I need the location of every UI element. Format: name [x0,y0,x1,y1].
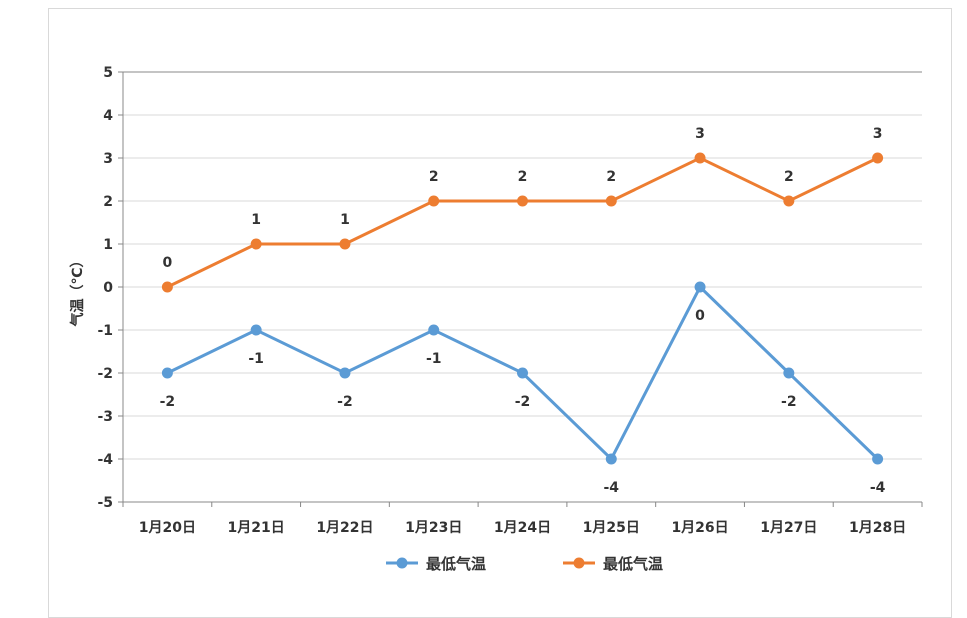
data-label: -2 [781,394,797,410]
data-point [161,367,173,379]
legend-marker [573,557,585,569]
y-tick-label: -3 [97,409,113,425]
data-label: -2 [337,394,353,410]
x-tick-label: 1月27日 [760,520,817,536]
data-point [250,238,262,250]
legend-label: 最低气温 [603,555,663,573]
y-tick-label: -4 [97,452,113,468]
data-point [694,152,706,164]
legend-marker [396,557,408,569]
data-point [517,367,528,379]
data-point [250,324,262,336]
data-label: -2 [160,394,176,410]
x-tick-label: 1月28日 [849,520,906,536]
data-label: 2 [429,169,439,185]
x-tick-label: 1月24日 [494,520,551,536]
x-tick-label: 1月26日 [671,520,728,536]
data-label: 2 [784,169,794,185]
data-point [872,152,884,164]
data-label: 1 [340,212,350,228]
data-label: 0 [163,255,173,271]
legend-label: 最低气温 [426,555,486,573]
y-tick-label: -5 [97,495,113,511]
data-point [783,195,795,207]
data-label: 3 [873,126,883,142]
data-label: -4 [603,480,619,496]
data-label: -2 [515,394,531,410]
x-tick-label: 1月22日 [316,520,373,536]
data-point [517,195,528,207]
data-point [428,324,440,336]
x-tick-label: 1月20日 [139,520,196,536]
y-axis-label: 气温（℃） [69,254,86,328]
y-tick-label: -1 [97,323,113,339]
data-label: -1 [248,351,264,367]
x-tick-label: 1月21日 [228,520,285,536]
y-tick-label: -2 [97,366,113,382]
data-point [339,238,351,250]
data-point [428,195,440,207]
data-point [694,281,706,293]
data-point [872,453,884,465]
y-tick-label: 5 [103,65,113,81]
y-tick-label: 0 [103,280,113,296]
y-tick-label: 1 [103,237,113,253]
data-point [339,367,351,379]
data-label: 0 [695,308,705,324]
data-label: 2 [518,169,528,185]
data-label: -1 [426,351,442,367]
y-tick-label: 3 [103,151,113,167]
data-point [605,195,617,207]
data-label: 2 [606,169,616,185]
x-tick-label: 1月23日 [405,520,462,536]
data-point [161,281,173,293]
x-tick-label: 1月25日 [583,520,640,536]
data-label: 3 [695,126,705,142]
data-label: -4 [870,480,886,496]
data-point [783,367,795,379]
y-tick-label: 2 [103,194,113,210]
y-tick-label: 4 [103,108,113,124]
data-point [605,453,617,465]
data-label: 1 [251,212,261,228]
